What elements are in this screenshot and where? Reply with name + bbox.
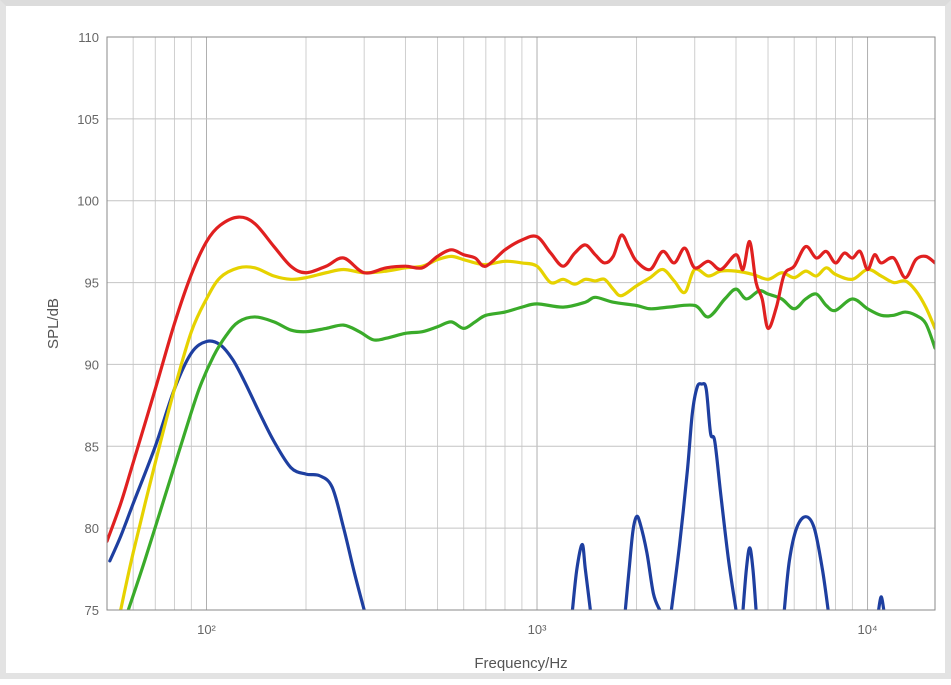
series-layer — [107, 215, 935, 610]
x-tick-label: 10³ — [528, 622, 547, 637]
y-axis-title: SPL/dB — [45, 298, 62, 349]
x-tick-label: 10² — [197, 622, 216, 637]
series-line — [782, 515, 830, 610]
x-tick-labels: 10² 10³ 10⁴ — [197, 622, 877, 637]
series-line — [570, 542, 592, 610]
series-line — [107, 215, 935, 543]
series-line — [119, 254, 935, 610]
series-line — [623, 514, 662, 610]
y-tick-labels: 75 80 85 90 95 100 105 110 — [77, 30, 99, 618]
plot-area — [107, 37, 935, 610]
x-tick-label: 10⁴ — [858, 622, 878, 637]
x-axis-title: Frequency/Hz — [474, 655, 567, 672]
spl-frequency-chart: 75 80 85 90 95 100 105 110 10² 10³ 10⁴ Frequency/… — [45, 30, 936, 672]
y-tick-label: 105 — [77, 112, 99, 127]
y-tick-label: 100 — [77, 194, 99, 209]
y-tick-label: 110 — [78, 30, 99, 45]
y-tick-label: 90 — [85, 357, 99, 372]
y-tick-label: 75 — [85, 603, 99, 618]
y-tick-label: 80 — [85, 521, 99, 536]
series-line — [108, 339, 366, 610]
y-tick-label: 95 — [85, 276, 99, 291]
series-line — [876, 595, 886, 610]
series-line — [741, 546, 758, 610]
plot-border — [106, 36, 936, 611]
y-tick-label: 85 — [85, 439, 99, 454]
series-line — [126, 287, 935, 610]
series-line — [669, 381, 738, 610]
